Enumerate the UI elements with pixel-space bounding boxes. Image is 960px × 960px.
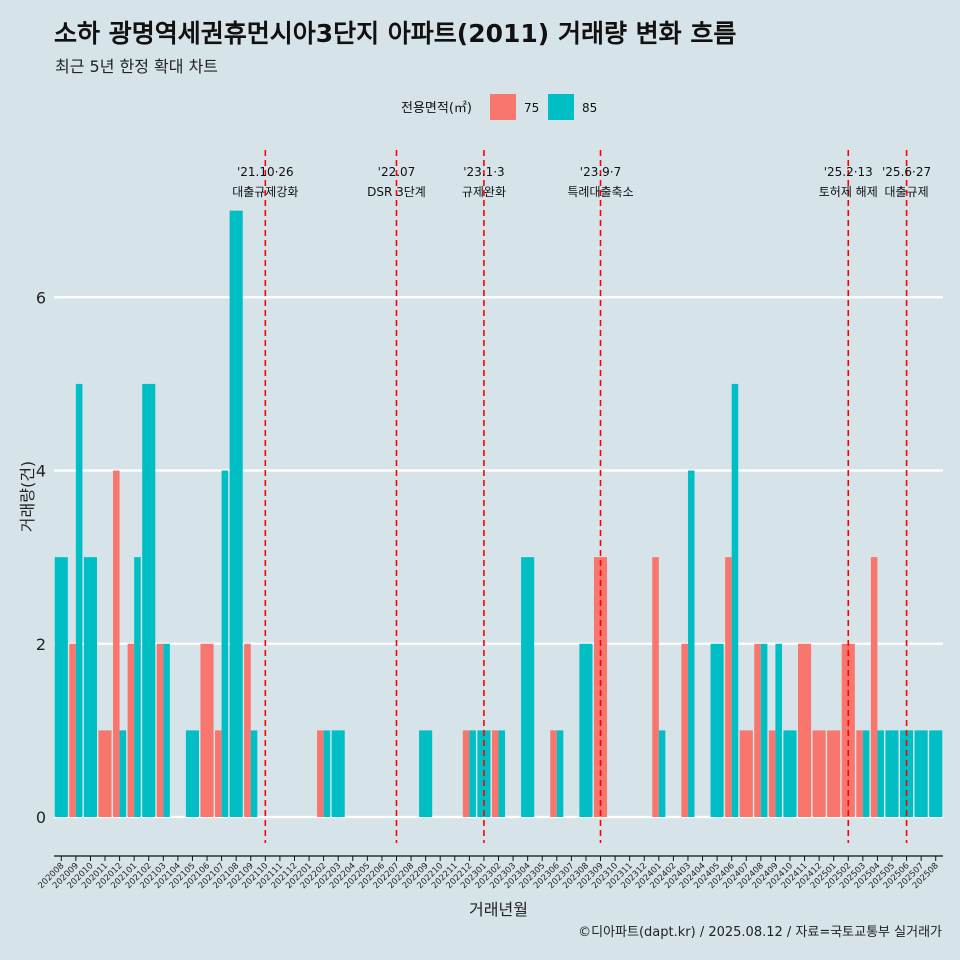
bar-75 — [317, 730, 324, 818]
bar-75 — [113, 470, 120, 818]
bar-85 — [83, 557, 97, 818]
bar-85 — [498, 730, 506, 818]
bar-75 — [215, 730, 222, 818]
reference-event-label: 규제완화 — [462, 185, 506, 199]
legend-swatch-75 — [490, 94, 516, 120]
bar-85 — [54, 557, 68, 818]
bar-75 — [491, 730, 499, 818]
bar-75 — [870, 557, 878, 818]
legend-label-85: 85 — [582, 101, 597, 115]
bar-85 — [775, 643, 782, 818]
bar-75 — [739, 730, 753, 818]
bar-85 — [331, 730, 345, 818]
legend-swatch-85 — [548, 94, 574, 120]
bar-75 — [69, 643, 76, 818]
bar-85 — [229, 210, 243, 818]
reference-date-label: '25.6·27 — [882, 165, 931, 179]
bar-75 — [725, 557, 732, 818]
legend-label-75: 75 — [524, 101, 539, 115]
bar-85 — [658, 730, 666, 818]
bar-85 — [185, 730, 200, 818]
bar-75 — [127, 643, 135, 818]
y-tick-label: 4 — [36, 462, 46, 481]
bar-75 — [797, 643, 812, 818]
bar-85 — [556, 730, 564, 818]
bar-85 — [783, 730, 797, 818]
source-caption: ©디아파트(dapt.kr) / 2025.08.12 / 자료=국토교통부 실… — [578, 925, 942, 940]
bar-85 — [134, 557, 141, 818]
page-subtitle: 최근 5년 한정 확대 차트 — [55, 57, 219, 76]
legend-title: 전용면적(㎡) — [401, 101, 472, 116]
bar-85 — [323, 730, 331, 818]
reference-event-label: 특례대출축소 — [567, 185, 633, 199]
bar-85 — [731, 383, 739, 818]
bar-75 — [768, 730, 776, 818]
bar-85 — [914, 730, 928, 818]
bar-75 — [754, 643, 761, 818]
bar-75 — [652, 557, 659, 818]
bar-75 — [244, 643, 251, 818]
reference-event-label: 토허제 해제 — [819, 185, 878, 199]
bar-85 — [579, 643, 593, 818]
bar-85 — [75, 383, 83, 818]
bar-75 — [462, 730, 470, 818]
bar-85 — [163, 643, 170, 818]
bar-75 — [156, 643, 164, 818]
reference-date-label: '23.9·7 — [580, 165, 621, 179]
bar-85 — [760, 643, 768, 818]
bar-75 — [827, 730, 841, 818]
bar-85 — [877, 730, 884, 818]
y-tick-label: 6 — [36, 288, 46, 307]
y-tick-label: 0 — [36, 808, 46, 827]
x-axis-title: 거래년월 — [469, 900, 528, 919]
reference-event-label: DSR 3단계 — [367, 185, 426, 199]
bar-85 — [862, 730, 870, 818]
reference-date-label: '23.1·3 — [463, 165, 504, 179]
bar-85 — [221, 470, 229, 818]
y-tick-label: 2 — [36, 635, 46, 654]
bar-75 — [812, 730, 826, 818]
bar-85 — [885, 730, 899, 818]
bar-85 — [687, 470, 695, 818]
bar-85 — [142, 383, 156, 818]
bar-75 — [550, 730, 557, 818]
y-axis-title: 거래량(건) — [18, 461, 37, 532]
bar-85 — [929, 730, 943, 818]
reference-event-label: 대출규제 — [884, 185, 928, 199]
page-title: 소하 광명역세권휴먼시아3단지 아파트(2011) 거래량 변화 흐름 — [54, 19, 737, 48]
bar-85 — [710, 643, 724, 818]
bar-85 — [419, 730, 433, 818]
bar-75 — [593, 557, 608, 818]
bar-85 — [469, 730, 476, 818]
bar-85 — [250, 730, 258, 818]
reference-date-label: '21.10·26 — [237, 165, 294, 179]
bar-85 — [119, 730, 127, 818]
reference-date-label: '22.07 — [378, 165, 416, 179]
bar-85 — [521, 557, 535, 818]
bar-75 — [856, 730, 863, 818]
bar-75 — [681, 643, 688, 818]
reference-event-label: 대출규제강화 — [232, 185, 298, 199]
reference-date-label: '25.2·13 — [824, 165, 873, 179]
bar-75 — [200, 643, 214, 818]
bar-75 — [98, 730, 112, 818]
